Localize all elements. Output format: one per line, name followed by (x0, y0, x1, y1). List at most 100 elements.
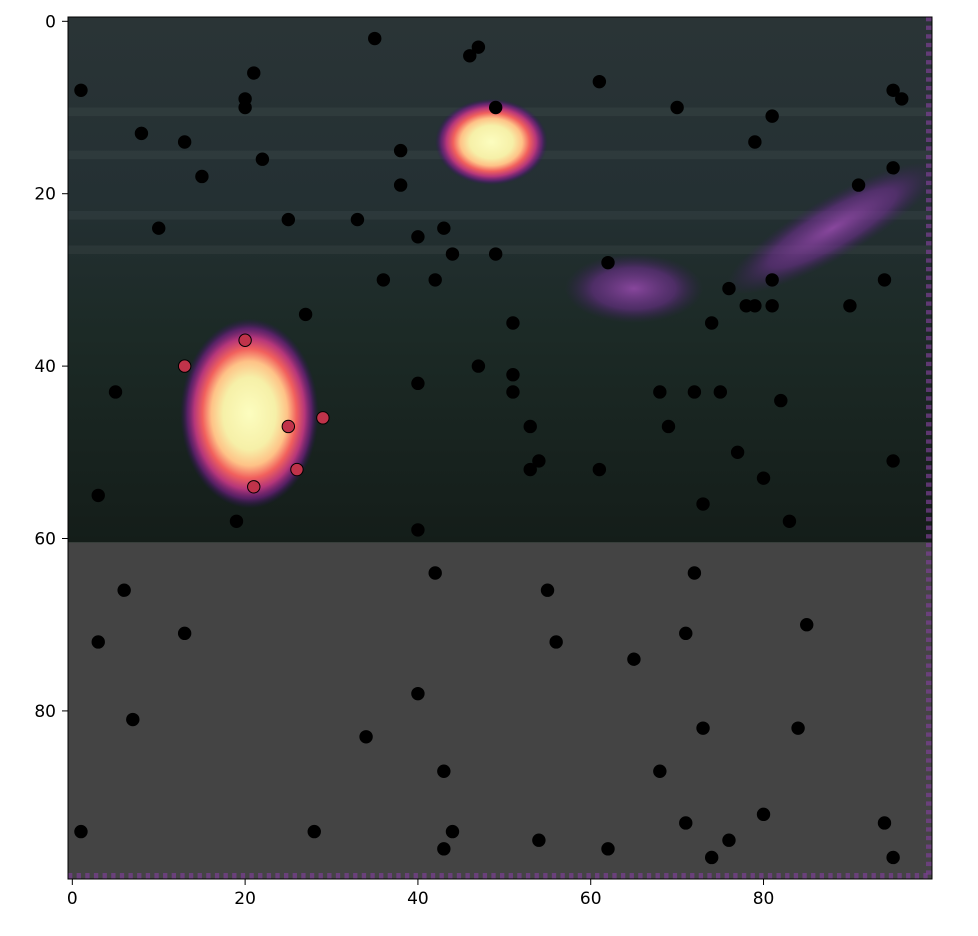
x-tick-label: 60 (580, 889, 602, 909)
scatter-point (238, 100, 252, 115)
edge-pixel (926, 499, 932, 505)
scatter-point (152, 221, 166, 235)
edge-pixel (353, 873, 358, 879)
edge-pixel (926, 310, 932, 315)
edge-pixel (926, 232, 932, 237)
edge-pixel (926, 853, 932, 858)
scatter-point (411, 523, 425, 537)
scatter-point (523, 419, 537, 434)
edge-pixel (926, 827, 932, 832)
edge-pixel (926, 732, 932, 737)
scatter-point (895, 92, 909, 106)
edge-pixel (85, 873, 90, 879)
edge-pixel (926, 706, 932, 711)
y-tick-label: 40 (34, 357, 56, 377)
edge-pixel (926, 637, 932, 642)
edge-pixel (750, 873, 755, 879)
edge-pixel (793, 873, 799, 879)
y-axis: 0 20 40 60 80 (34, 12, 68, 722)
edge-pixel (318, 873, 323, 879)
edge-pixel (681, 873, 686, 879)
scatter-point (877, 816, 892, 830)
edge-pixel (926, 249, 932, 255)
edge-pixel (926, 620, 932, 625)
edge-pixel (811, 873, 816, 879)
scatter-point (177, 359, 192, 373)
scatter-point (281, 419, 296, 434)
edge-pixel (926, 34, 932, 39)
edge-pixel (926, 275, 932, 280)
scatter-point (307, 824, 321, 839)
edge-pixel (534, 873, 539, 879)
edge-pixel (926, 215, 932, 220)
edge-pixel (926, 534, 932, 539)
edge-pixel (926, 103, 932, 108)
edge-pixel (926, 206, 932, 211)
scatter-point (687, 566, 702, 580)
edge-pixel (724, 873, 729, 879)
edge-pixel (926, 870, 932, 875)
scatter-point (506, 385, 520, 399)
edge-pixel (154, 873, 159, 879)
edge-pixel (926, 223, 932, 229)
scatter-point (281, 212, 296, 227)
edge-pixel (508, 873, 513, 879)
scatter-point (411, 376, 425, 391)
edge-pixel (926, 491, 932, 496)
scatter-point (411, 230, 425, 244)
edge-pixel (474, 873, 479, 879)
scatter-point (393, 143, 408, 158)
edge-pixel (926, 818, 932, 823)
edge-pixel (926, 353, 932, 358)
edge-pixel (862, 873, 868, 879)
scatter-point (247, 66, 261, 80)
x-tick-label: 20 (234, 889, 256, 909)
edge-pixel (638, 873, 643, 879)
edge-pixel (465, 873, 470, 879)
edge-pixel (214, 873, 220, 879)
edge-pixel (888, 873, 894, 879)
edge-pixel (284, 873, 289, 879)
edge-pixel (926, 344, 932, 349)
edge-pixel (707, 873, 712, 879)
edge-pixel (926, 516, 932, 522)
edge-pixel (926, 189, 932, 194)
scatter-point (108, 385, 123, 399)
edge-pixel (926, 603, 932, 608)
edge-pixel (223, 873, 228, 879)
edge-pixel (646, 873, 652, 879)
edge-pixel (500, 873, 505, 879)
edge-pixel (926, 654, 932, 660)
scatter-point (756, 807, 771, 822)
edge-pixel (926, 749, 932, 755)
scatter-point (765, 109, 779, 123)
scatter-point (255, 152, 270, 166)
scatter-point (653, 764, 667, 778)
scatter-point (229, 514, 244, 528)
edge-pixel (232, 873, 237, 879)
edge-pixel (926, 844, 932, 849)
scatter-point (713, 385, 728, 399)
edge-pixel (586, 873, 591, 879)
scatter-point (471, 40, 486, 54)
edge-pixel (926, 861, 932, 867)
edge-pixel (871, 873, 876, 879)
edge-pixel (926, 594, 932, 599)
edge-pixel (926, 810, 932, 815)
edge-pixel (741, 873, 747, 879)
y-tick-label: 20 (34, 185, 56, 205)
scatter-point (765, 299, 779, 313)
edge-pixel (926, 542, 932, 548)
edge-pixel (854, 873, 859, 879)
scatter-point (704, 850, 719, 865)
edge-pixel (926, 508, 932, 513)
edge-pixel (413, 873, 418, 879)
edge-pixel (68, 873, 73, 879)
edge-pixel (249, 873, 254, 879)
edge-pixel (926, 94, 932, 99)
scatter-point (877, 273, 892, 287)
edge-pixel (370, 873, 375, 879)
edge-pixel (897, 873, 902, 879)
edge-pixel (776, 873, 781, 879)
edge-pixel (404, 873, 410, 879)
